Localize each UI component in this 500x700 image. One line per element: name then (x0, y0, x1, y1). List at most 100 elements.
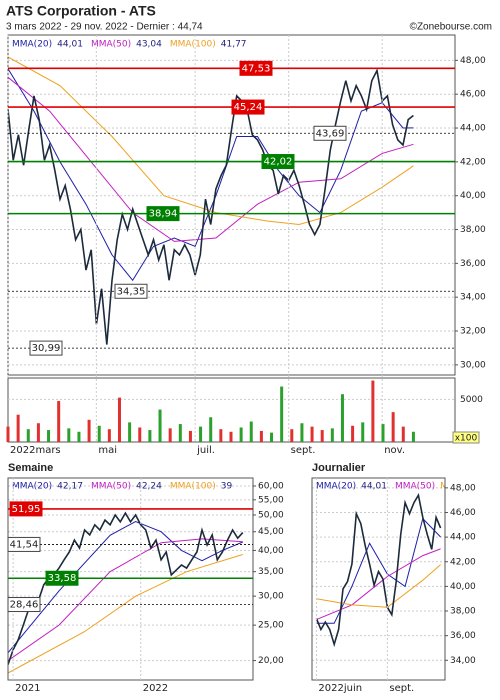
volume-bar (188, 430, 192, 442)
legend-value: 44,01 (361, 482, 387, 492)
legend-name: MMA(100) (170, 482, 216, 492)
volume-bar (259, 430, 263, 442)
level-label: 43,69 (316, 128, 345, 139)
plot-frame (7, 34, 456, 376)
x-tick-label: 2022 (143, 683, 168, 694)
y-tick-label: 40,00 (450, 582, 476, 592)
x-tick-label: sept. (389, 683, 414, 694)
legend-value: 39 (221, 482, 233, 492)
volume-bar (87, 419, 91, 442)
y-tick-label: 38,00 (450, 607, 476, 617)
volume-bar (391, 412, 395, 442)
volume-bar (16, 414, 20, 442)
y-tick-label: 25,00 (258, 621, 284, 631)
level-label: 34,35 (117, 286, 146, 297)
volume-bar (158, 409, 162, 442)
legend-name: MMA(100) (440, 482, 486, 492)
volume-bar (340, 394, 344, 442)
volume-bar (77, 431, 81, 442)
volume-bar (270, 432, 274, 442)
level-label-box (313, 125, 347, 141)
y-tick-label: 48,00 (450, 483, 476, 493)
y-tick-label: 20,00 (258, 656, 284, 666)
y-tick-label: 50,00 (258, 510, 284, 520)
y-tick-label: 36,00 (460, 259, 486, 269)
volume-bar (47, 430, 51, 442)
legend-value: 41,77 (221, 40, 247, 50)
level-label-box (9, 501, 43, 517)
price-line (8, 67, 414, 345)
y-tick-label: 44,00 (450, 533, 476, 543)
level-label-box (114, 283, 148, 299)
legend-name: MMA(20) (316, 482, 356, 492)
legend-name: MMA(20) (12, 40, 52, 50)
level-label: 45,24 (234, 102, 263, 113)
y-tick-label: 40,00 (258, 546, 284, 556)
moving-average (316, 517, 441, 624)
moving-average (8, 68, 414, 282)
volume-bar (67, 428, 71, 442)
volume-bar (6, 426, 10, 442)
volume-bar (209, 417, 213, 442)
y-tick-label: 34,00 (450, 656, 476, 666)
y-tick-label: 55,00 (258, 495, 284, 505)
volume-bar (148, 430, 152, 442)
volume-bar (168, 428, 172, 442)
subtitle: 3 mars 2022 - 29 nov. 2022 - Dernier : 4… (6, 22, 203, 33)
volume-bar (411, 431, 415, 442)
level-label-box (146, 206, 180, 222)
y-tick-label: 46,00 (450, 508, 476, 518)
volume-unit: x100 (455, 434, 478, 444)
y-tick-label: 35,00 (258, 567, 284, 577)
volume-bar (361, 422, 365, 442)
level-label: 47,53 (242, 63, 271, 74)
y-tick-label: 30,00 (258, 592, 284, 602)
plot-area: MMA(20) 44,01 MMA(50) 43,04 MMA(100) 41,77 (8, 40, 455, 366)
x-tick-label: juil. (196, 445, 215, 456)
x-tick-label: 2022juin (318, 683, 362, 694)
x-tick-label: 2022mars (10, 445, 61, 456)
y-tick-label: 48,00 (460, 56, 486, 66)
volume-bar (57, 401, 61, 442)
y-tick-label: 44,00 (460, 124, 486, 134)
volume-bar (128, 422, 132, 442)
x-tick-label: 2021 (15, 683, 40, 694)
level-label-box (29, 340, 63, 356)
plot-area: MMA(20) 42,17 MMA(50) 42,24 MMA(100) 39 (8, 482, 253, 674)
title: ATS Corporation - ATS (6, 3, 156, 19)
volume-bar (199, 426, 203, 442)
y-tick-label: 32,00 (460, 327, 486, 337)
level-label: 51,95 (12, 504, 41, 515)
y-tick-label: 42,00 (450, 557, 476, 567)
moving-average (8, 56, 414, 226)
legend-value: 42,17 (57, 482, 83, 492)
y-tick-label: 36,00 (450, 631, 476, 641)
volume-bar (36, 423, 40, 442)
y-tick-label: 42,00 (460, 157, 486, 167)
moving-average (8, 76, 414, 242)
panel-title: Journalier (312, 462, 366, 474)
panel-title: Semaine (8, 462, 53, 474)
source: ©Zonebourse.com (410, 22, 492, 33)
level-label: 30,99 (32, 343, 61, 354)
x-tick-label: nov. (384, 445, 405, 456)
volume-bar (26, 429, 30, 442)
moving-average (8, 554, 243, 674)
x-tick-label: mai (98, 445, 117, 456)
moving-average (8, 538, 243, 662)
level-label-box (7, 536, 41, 552)
legend-value: 44,01 (57, 40, 83, 50)
volume-bar (229, 431, 233, 442)
level-label-box (45, 570, 79, 586)
legend-name: MMA(100) (170, 40, 216, 50)
volume-bar (219, 429, 223, 442)
volume-bar (401, 426, 405, 442)
volume-bar (310, 426, 314, 442)
legend-name: MMA(20) (12, 482, 52, 492)
y-tick-label: 34,00 (460, 293, 486, 303)
volume-bar (320, 430, 324, 442)
volume-bar (138, 427, 142, 442)
volume-bar (249, 421, 253, 442)
legend-name: MMA(50) (91, 40, 131, 50)
volume-bar (381, 424, 385, 442)
